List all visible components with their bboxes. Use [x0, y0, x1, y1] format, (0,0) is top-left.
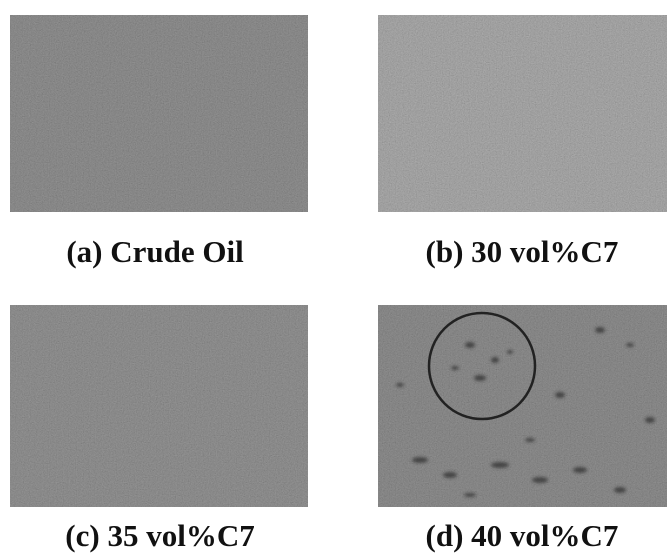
- micrograph-d: [378, 305, 667, 507]
- micrograph-c: [10, 305, 308, 507]
- micrograph-b: [378, 15, 667, 212]
- micrograph-a: [10, 15, 308, 212]
- aggregates: [396, 327, 655, 497]
- highlight-circle: [427, 311, 537, 421]
- caption: (a) Crude Oil: [66, 234, 244, 269]
- caption: (b) 30 vol%C7: [426, 234, 619, 269]
- caption: (c) 35 vol%C7: [65, 518, 254, 553]
- caption: (d) 40 vol%C7: [426, 518, 619, 553]
